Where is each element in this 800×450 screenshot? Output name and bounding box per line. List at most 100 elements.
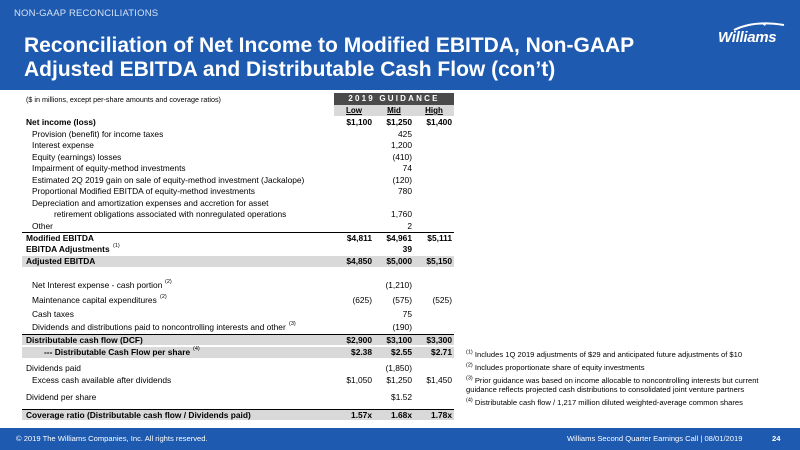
row-label: Interest expense [32, 140, 94, 150]
row-label: Dividends and distributions paid to nonc… [32, 322, 286, 332]
row-label: Depreciation and amortization expenses a… [32, 197, 269, 208]
cell-mid: 74 [402, 163, 412, 173]
cell-high: $1,400 [426, 117, 452, 127]
column-headers: Low Mid High [334, 105, 454, 116]
cell-mid: 1,760 [391, 209, 412, 219]
table-row: Depreciation and amortization expenses a… [22, 198, 454, 209]
cell-mid: (1,850) [385, 363, 412, 373]
footnote-1: (1) Includes 1Q 2019 adjustments of $29 … [466, 349, 743, 359]
cell-mid: $1,250 [386, 117, 412, 127]
copyright-text: © 2019 The Williams Companies, Inc. All … [16, 434, 208, 443]
row-label: retirement obligations associated with n… [54, 209, 287, 219]
table-row: Impairment of equity-method investments 7… [22, 163, 454, 174]
cell-mid: 780 [398, 186, 412, 196]
footnote-2: (2) Includes proportionate share of equi… [466, 362, 645, 372]
table-row: Modified EBITDA $4,811 $4,961 $5,111 [22, 232, 454, 243]
table-row: --- Distributable Cash Flow per share (4)… [22, 346, 454, 359]
cell-low: $2,900 [346, 335, 372, 345]
cell-high: $3,300 [426, 335, 452, 345]
cell-mid: 1,200 [391, 140, 412, 150]
row-label: Dividend per share [26, 392, 97, 402]
section-label: NON-GAAP RECONCILIATIONS [14, 8, 159, 19]
table-row: Coverage ratio (Distributable cash flow … [22, 409, 454, 421]
cell-high: $2.71 [431, 347, 452, 357]
row-label: Cash taxes [32, 309, 74, 319]
footnotes: (1) Includes 1Q 2019 adjustments of $29 … [466, 350, 786, 411]
table-row: Dividend per share $1.52 [22, 392, 454, 403]
row-label: Provision (benefit) for income taxes [32, 128, 164, 139]
cell-high: (525) [432, 295, 452, 305]
table-row: Cash taxes 75 [22, 309, 454, 320]
row-label: --- Distributable Cash Flow per share [44, 347, 191, 357]
table-row: Dividends paid (1,850) [22, 363, 454, 374]
table-row: Estimated 2Q 2019 gain on sale of equity… [22, 175, 454, 186]
reconciliation-table: ($ in millions, except per-share amounts… [22, 92, 454, 424]
cell-mid: $3,100 [386, 335, 412, 345]
cell-low: $1,050 [346, 375, 372, 385]
table-row: Maintenance capital expenditures (2) (625)… [32, 294, 452, 305]
table-row: Excess cash available after dividends $1,… [22, 375, 454, 386]
row-label: Adjusted EBITDA [26, 256, 96, 266]
row-label: Proportional Modified EBITDA of equity-m… [32, 186, 255, 196]
table-row: EBITDA Adjustments (1) 39 [26, 243, 412, 254]
table-row: Other 2 [22, 221, 454, 232]
slide-header: NON-GAAP RECONCILIATIONS Reconciliation … [0, 0, 800, 90]
cell-mid: 75 [402, 309, 412, 319]
cell-mid: (120) [392, 174, 412, 185]
cell-mid: (410) [392, 151, 412, 162]
slide-footer: © 2019 The Williams Companies, Inc. All … [0, 428, 800, 450]
row-label: Excess cash available after dividends [32, 375, 172, 385]
row-label: Dividends paid [26, 363, 81, 373]
cell-mid: $1,250 [386, 375, 412, 385]
row-label: Other [32, 220, 53, 231]
cell-low: 1.57x [351, 410, 372, 420]
cell-high: 1.78x [431, 410, 452, 420]
column-header-mid: Mid [387, 106, 401, 115]
guidance-header: 2019 GUIDANCE [334, 93, 454, 105]
table-row: Interest expense 1,200 [22, 140, 454, 151]
page-number: 24 [772, 434, 781, 443]
cell-mid: (575) [392, 295, 412, 305]
cell-mid: 1.68x [391, 410, 412, 420]
row-label: Net income (loss) [26, 117, 96, 127]
cell-mid: 2 [407, 220, 412, 231]
cell-low: $4,850 [346, 256, 372, 266]
cell-mid: (190) [392, 322, 412, 332]
table-row: retirement obligations associated with n… [22, 209, 454, 220]
cell-mid: 39 [402, 244, 412, 254]
logo-swoosh-icon [733, 22, 785, 31]
row-label: Net Interest expense - cash portion [32, 280, 163, 290]
footnote-3: (3) Prior guidance was based on income a… [466, 375, 759, 395]
row-label: Impairment of equity-method investments [32, 163, 186, 173]
footnote-4: (4) Distributable cash flow / 1,217 mill… [466, 397, 743, 408]
units-note: ($ in millions, except per-share amounts… [26, 95, 221, 104]
cell-mid: $5,000 [386, 256, 412, 266]
cell-low: (625) [352, 295, 372, 305]
cell-mid: $1.52 [391, 392, 412, 402]
table-row: Distributable cash flow (DCF) $2,900 $3,10… [22, 334, 454, 346]
row-label: Estimated 2Q 2019 gain on sale of equity… [32, 174, 305, 185]
row-label: Coverage ratio (Distributable cash flow … [26, 410, 251, 420]
table-row: Provision (benefit) for income taxes 425 [22, 129, 454, 140]
cell-high: $5,150 [426, 256, 452, 266]
company-logo: Williams [712, 22, 786, 48]
table-row: Net Interest expense - cash portion (2) (1… [32, 279, 412, 290]
table-row: Dividends and distributions paid to nonc… [32, 321, 412, 332]
row-label: Distributable cash flow (DCF) [26, 335, 143, 345]
table-row: Proportional Modified EBITDA of equity-m… [22, 186, 454, 197]
cell-low: $1,100 [346, 117, 372, 127]
cell-mid: 425 [398, 128, 412, 139]
row-label: Maintenance capital expenditures [32, 295, 157, 305]
column-header-low: Low [346, 106, 362, 115]
cell-mid: (1,210) [385, 280, 412, 290]
row-label: Equity (earnings) losses [32, 151, 122, 162]
row-label: EBITDA Adjustments [26, 244, 110, 254]
table-row: Equity (earnings) losses (410) [22, 152, 454, 163]
cell-low: $2.38 [351, 347, 372, 357]
table-row: Adjusted EBITDA $4,850 $5,000 $5,150 [22, 256, 454, 268]
table-row: Net income (loss) $1,100 $1,250 $1,400 [22, 117, 454, 128]
cell-high: $1,450 [426, 375, 452, 385]
logo-wordmark: Williams [718, 29, 777, 46]
slide-title: Reconciliation of Net Income to Modified… [24, 34, 634, 81]
column-header-high: High [425, 106, 443, 115]
